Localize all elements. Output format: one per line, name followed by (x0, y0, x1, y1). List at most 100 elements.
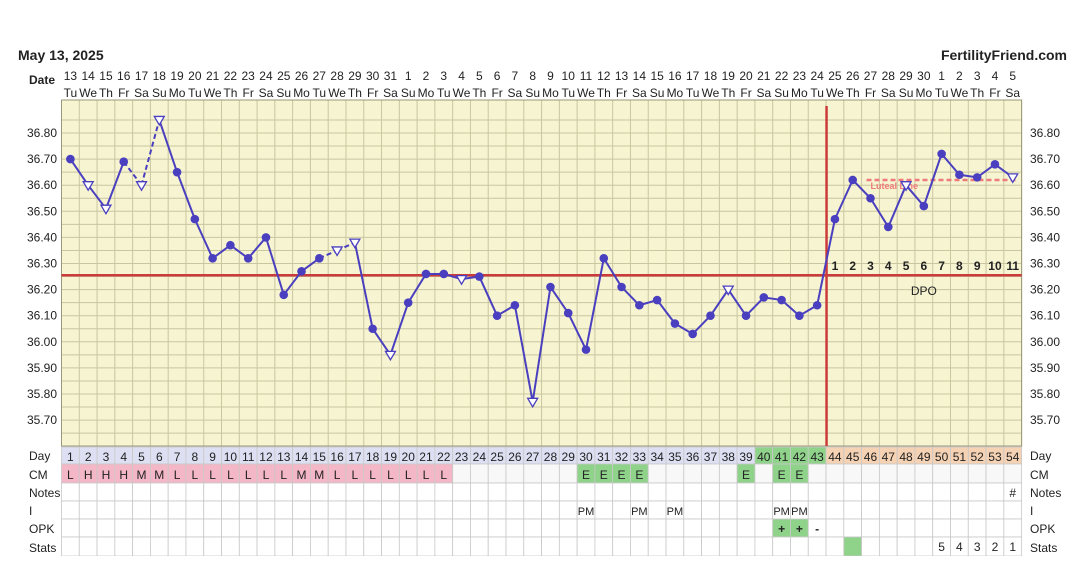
temp-point (741, 311, 751, 321)
weekday-label: Sa (1005, 86, 1020, 100)
notes-cell (363, 482, 382, 502)
cm-cell (665, 463, 685, 484)
temp-segment (282, 270, 303, 296)
cycle-day-number: 52 (970, 450, 984, 464)
cm-cell (807, 463, 827, 484)
weekday-label: Fr (243, 86, 254, 100)
temp-segment (478, 276, 499, 317)
cm-entry: L (369, 468, 376, 482)
date-label: 22 (775, 69, 789, 83)
temp-point-open (330, 246, 344, 257)
cm-cell (878, 463, 898, 484)
i-cell (114, 500, 134, 520)
opk-cell (878, 518, 898, 538)
weekday-label: Fr (865, 86, 876, 100)
cm-cell (985, 463, 1005, 484)
notes-cell (967, 482, 987, 502)
notes-cell (132, 482, 151, 502)
opk-cell (434, 518, 454, 538)
stats-cell (843, 536, 863, 557)
cycle-day-number: 44 (828, 450, 842, 464)
cycle-day-number: 9 (209, 450, 216, 464)
opk-cell (985, 518, 1005, 538)
i-cell (167, 500, 187, 520)
opk-cell (967, 518, 987, 538)
notes-cell (843, 482, 863, 502)
temp-point (617, 282, 626, 292)
stats-cell (630, 536, 649, 557)
cycle-day-number: 53 (988, 450, 1002, 464)
weekday-label: Tu (686, 86, 700, 100)
cm-cell (647, 463, 667, 484)
opk-cell (914, 518, 934, 538)
i-cell (470, 500, 489, 520)
opk-cell (630, 518, 649, 538)
weekday-label: Mo (293, 86, 310, 100)
i-cell (238, 500, 258, 520)
temp-segment (940, 153, 961, 176)
i-cell (310, 500, 329, 520)
weekday-label: Fr (491, 86, 502, 100)
notes-cell (398, 482, 418, 502)
dpo-number: 10 (988, 259, 1002, 273)
i-cell (452, 500, 471, 520)
cm-entry: L (227, 468, 234, 482)
temp-point (172, 167, 182, 177)
date-label: 11 (580, 69, 593, 83)
cm-cell (1003, 463, 1023, 484)
notes-cell (647, 482, 667, 502)
date-label: 19 (170, 69, 184, 83)
temp-point (190, 214, 200, 224)
y-tick-label-right: 36.30 (1030, 257, 1060, 271)
i-cell (718, 500, 738, 520)
notes-cell (736, 482, 756, 502)
stats-entry: 3 (974, 540, 981, 554)
weekday-label: Tu (64, 86, 78, 100)
cycle-day-number: 13 (277, 450, 291, 464)
y-tick-label-right: 36.20 (1030, 283, 1060, 297)
cycle-day-number: 27 (526, 450, 540, 464)
intercourse-entry: PM (631, 506, 648, 518)
intercourse-entry: PM (667, 506, 684, 518)
opk-cell (523, 518, 542, 538)
date-label: 30 (917, 69, 931, 83)
date-label: 1 (938, 69, 945, 83)
cm-cell (950, 463, 969, 484)
i-cell (185, 500, 205, 520)
stats-cell (238, 536, 258, 557)
date-label: 14 (633, 69, 647, 83)
notes-cell (861, 482, 880, 502)
y-tick-label-right: 36.50 (1030, 204, 1060, 218)
opk-cell (398, 518, 418, 538)
temp-point (208, 253, 217, 263)
stats-cell (185, 536, 205, 557)
temp-point (990, 160, 1000, 169)
i-cell (1003, 500, 1023, 520)
date-label: 13 (615, 69, 629, 83)
temp-point (599, 253, 609, 263)
cycle-day-number: 16 (330, 450, 344, 464)
notes-cell (914, 482, 934, 502)
temp-point (759, 293, 769, 302)
notes-cell (292, 482, 311, 502)
cycle-day-number: 48 (899, 450, 913, 464)
opk-cell (221, 518, 240, 538)
opk-cell (381, 518, 400, 538)
temp-segment (549, 286, 570, 314)
opk-cell (310, 518, 329, 538)
weekday-label: We (702, 86, 720, 100)
y-tick-label-right: 36.80 (1030, 126, 1060, 140)
date-label: 29 (899, 69, 913, 83)
opk-cell (612, 518, 631, 538)
opk-cell (274, 518, 294, 538)
opk-row-label: OPK (29, 522, 54, 536)
temp-point (777, 295, 786, 305)
opk-cell (256, 518, 276, 538)
weekday-label: Tu (810, 86, 824, 100)
opk-cell (505, 518, 525, 538)
notes-cell (576, 482, 596, 502)
weekday-label: We (79, 86, 97, 100)
date-label: 20 (188, 69, 202, 83)
temp-point (955, 170, 964, 180)
stats-cell (114, 536, 134, 557)
